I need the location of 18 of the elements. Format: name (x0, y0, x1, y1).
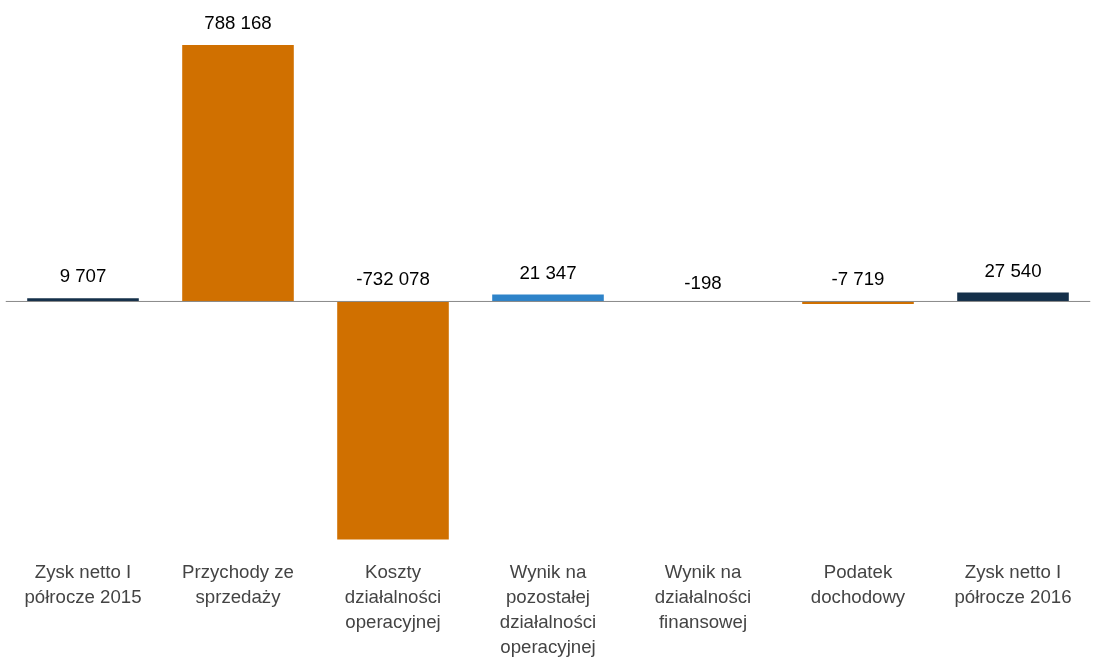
data-label: -732 078 (356, 268, 430, 290)
data-label: 9 707 (59, 265, 107, 287)
x-tick-label: Koszty działalności operacyjnej (344, 560, 442, 632)
bar (337, 301, 449, 540)
data-label: 21 347 (519, 261, 577, 283)
bar (182, 45, 294, 302)
data-label: 27 540 (984, 259, 1042, 281)
data-label: 788 168 (204, 12, 272, 34)
x-tick-label: Wynik na pozostałej działalności operacyjnej (499, 560, 597, 658)
data-label: -198 (684, 272, 722, 294)
data-label: -7 719 (831, 268, 885, 290)
x-tick-label: Wynik na działalności finansowej (654, 560, 752, 632)
x-tick-label: Zysk netto I półrocze 2016 (954, 560, 1072, 607)
x-tick-label: Przychody ze sprzedaży (182, 560, 294, 607)
bar (27, 298, 139, 302)
x-tick-label: Zysk netto I półrocze 2015 (24, 560, 142, 607)
x-tick-label: Podatek dochodowy (810, 560, 906, 607)
bar (957, 292, 1069, 302)
